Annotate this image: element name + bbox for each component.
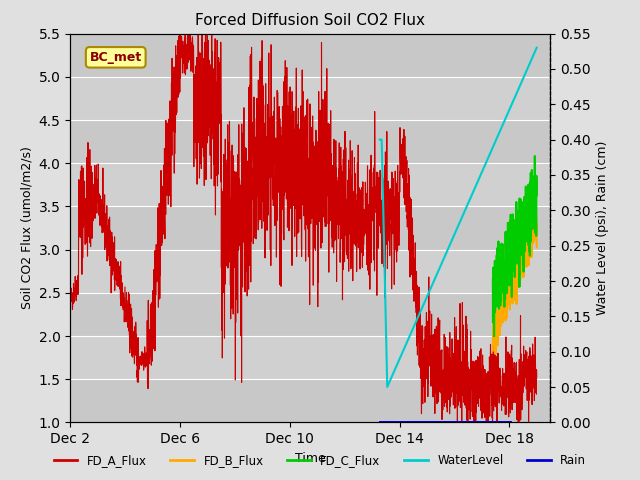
Y-axis label: Water Level (psi), Rain (cm): Water Level (psi), Rain (cm) (596, 141, 609, 315)
Bar (70, 379, 550, 422)
Text: BC_met: BC_met (90, 51, 142, 64)
Y-axis label: Soil CO2 Flux (umol/m2/s): Soil CO2 Flux (umol/m2/s) (20, 146, 33, 310)
Bar (70, 77, 550, 120)
Bar (70, 336, 550, 379)
Bar (70, 120, 550, 163)
Bar (70, 206, 550, 250)
X-axis label: Time: Time (295, 452, 326, 465)
Bar (70, 293, 550, 336)
Legend: FD_A_Flux, FD_B_Flux, FD_C_Flux, WaterLevel, Rain: FD_A_Flux, FD_B_Flux, FD_C_Flux, WaterLe… (49, 449, 591, 472)
Bar (70, 163, 550, 206)
Bar (70, 250, 550, 293)
Bar (70, 34, 550, 77)
Title: Forced Diffusion Soil CO2 Flux: Forced Diffusion Soil CO2 Flux (195, 13, 426, 28)
